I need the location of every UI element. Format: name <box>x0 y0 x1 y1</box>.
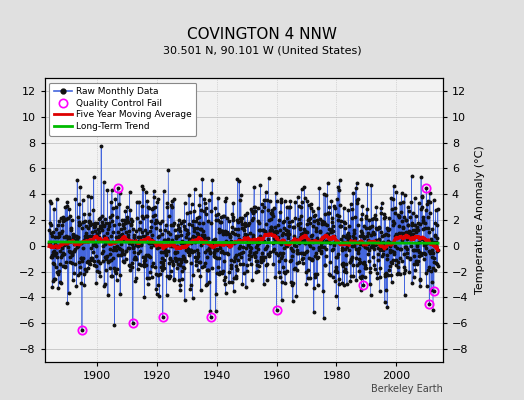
Text: Berkeley Earth: Berkeley Earth <box>371 384 443 394</box>
Text: 30.501 N, 90.101 W (United States): 30.501 N, 90.101 W (United States) <box>162 45 362 55</box>
Text: COVINGTON 4 NNW: COVINGTON 4 NNW <box>187 27 337 42</box>
Legend: Raw Monthly Data, Quality Control Fail, Five Year Moving Average, Long-Term Tren: Raw Monthly Data, Quality Control Fail, … <box>49 82 197 136</box>
Y-axis label: Temperature Anomaly (°C): Temperature Anomaly (°C) <box>475 146 485 294</box>
